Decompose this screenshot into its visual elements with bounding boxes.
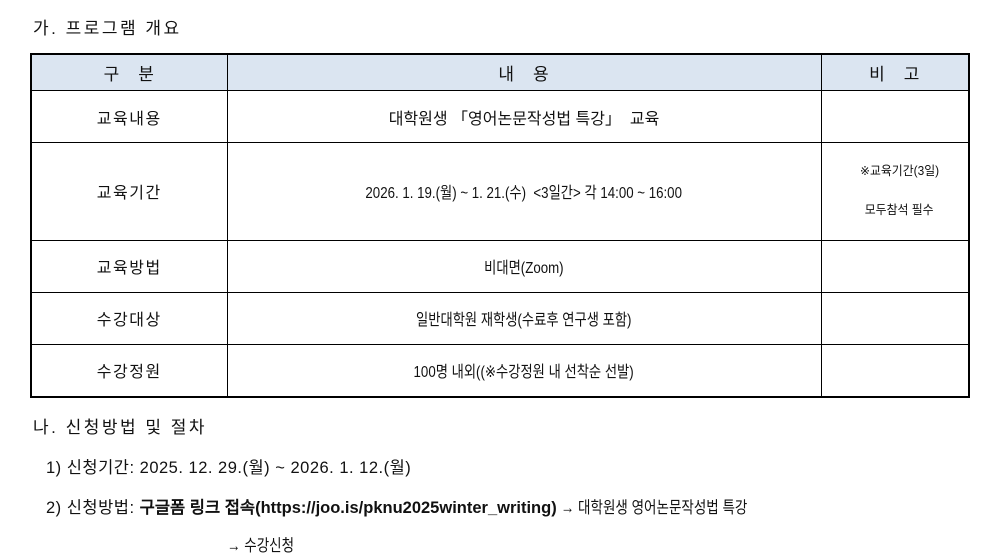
table-row: 교육기간 2026. 1. 19.(월) ~ 1. 21.(수) <3일간> 각… bbox=[30, 142, 970, 241]
table-header-row: 구 분 내 용 비 고 bbox=[30, 53, 970, 91]
table-row: 교육방법 비대면(Zoom) bbox=[30, 239, 970, 293]
row-content: 100명 내외((※수강정원 내 선착순 선발) bbox=[226, 343, 822, 398]
note-line-1: ※교육기간(3일) bbox=[860, 164, 940, 179]
row-content-text: 비대면(Zoom) bbox=[484, 260, 564, 278]
application-method-label: 2) 신청방법: bbox=[46, 498, 140, 517]
application-method-line: 2) 신청방법: 구글폼 링크 접속(https://joo.is/pknu20… bbox=[46, 494, 1008, 518]
row-label: 교육방법 bbox=[30, 239, 228, 293]
row-content-text: 2026. 1. 19.(월) ~ 1. 21.(수) <3일간> 각 14:0… bbox=[365, 185, 683, 203]
row-content: 2026. 1. 19.(월) ~ 1. 21.(수) <3일간> 각 14:0… bbox=[226, 142, 822, 241]
row-note bbox=[820, 239, 970, 293]
table-row: 교육내용 대학원생 「영어논문작성법 특강」 교육 bbox=[30, 90, 970, 143]
row-note: ※교육기간(3일) 모두참석 필수 bbox=[820, 142, 970, 241]
section-b: 나. 신청방법 및 절차 1) 신청기간: 2025. 12. 29.(월) ~… bbox=[30, 413, 1008, 556]
row-label: 수강대상 bbox=[30, 291, 228, 345]
header-remarks: 비 고 bbox=[820, 53, 970, 91]
note-line-2: 모두참석 필수 bbox=[864, 203, 934, 218]
row-content-text: 일반대학원 재학생(수료후 연구생 포함) bbox=[416, 312, 632, 330]
row-label: 교육기간 bbox=[30, 142, 228, 241]
program-overview-table: 구 분 내 용 비 고 교육내용 대학원생 「영어논문작성법 특강」 교육 교육… bbox=[30, 53, 970, 398]
row-content: 대학원생 「영어논문작성법 특강」 교육 bbox=[226, 90, 822, 143]
header-content: 내 용 bbox=[226, 53, 822, 91]
header-category: 구 분 bbox=[30, 53, 228, 91]
row-label: 교육내용 bbox=[30, 90, 228, 143]
row-content: 일반대학원 재학생(수료후 연구생 포함) bbox=[226, 291, 822, 345]
row-note bbox=[820, 90, 970, 143]
application-method-rest: → 대학원생 영어논문작성법 특강 bbox=[556, 498, 748, 517]
row-note bbox=[820, 343, 970, 398]
application-period-line: 1) 신청기간: 2025. 12. 29.(월) ~ 2026. 1. 12.… bbox=[46, 454, 1008, 478]
table-row: 수강대상 일반대학원 재학생(수료후 연구생 포함) bbox=[30, 291, 970, 345]
row-content-text: 대학원생 「영어논문작성법 특강」 교육 bbox=[388, 110, 660, 128]
application-period-label: 1) 신청기간: bbox=[46, 458, 140, 477]
google-form-link-text: 구글폼 링크 접속(https://joo.is/pknu2025winter_… bbox=[139, 498, 557, 517]
application-method-continuation: → 수강신청 bbox=[227, 532, 1008, 556]
table-row: 수강정원 100명 내외((※수강정원 내 선착순 선발) bbox=[30, 343, 970, 398]
section-a-heading: 가. 프로그램 개요 bbox=[33, 19, 182, 38]
row-content-text: 100명 내외((※수강정원 내 선착순 선발) bbox=[413, 364, 635, 382]
section-b-heading: 나. 신청방법 및 절차 bbox=[33, 417, 208, 437]
application-continuation-text: → 수강신청 bbox=[227, 536, 295, 555]
row-note bbox=[820, 291, 970, 345]
application-period-value: 2025. 12. 29.(월) ~ 2026. 1. 12.(월) bbox=[139, 458, 412, 477]
row-label: 수강정원 bbox=[30, 343, 228, 398]
row-content: 비대면(Zoom) bbox=[226, 239, 822, 293]
